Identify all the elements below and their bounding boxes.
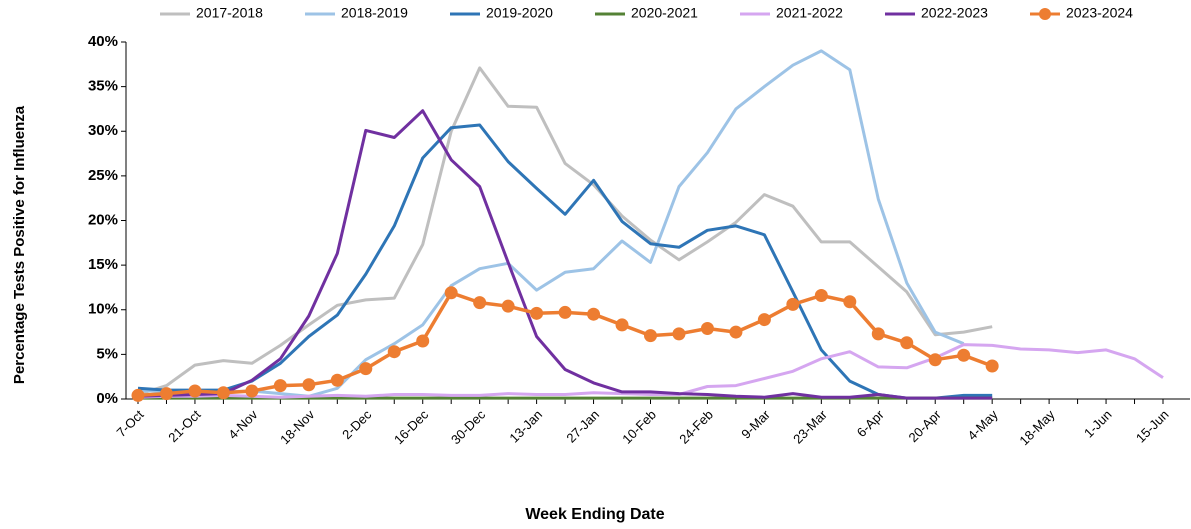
legend-label: 2018-2019 — [341, 5, 408, 21]
y-axis-title: Percentage Tests Positive for Influenza — [11, 105, 28, 384]
legend-marker — [1039, 8, 1051, 20]
series-marker — [814, 288, 828, 302]
legend-label: 2023-2024 — [1066, 5, 1133, 21]
series-marker — [587, 307, 601, 321]
x-tick-label: 23-Mar — [790, 406, 830, 446]
y-tick-label: 20% — [88, 211, 118, 228]
legend-label: 2017-2018 — [196, 5, 263, 21]
series-line — [137, 49, 965, 398]
y-tick-label: 0% — [96, 390, 118, 407]
series-marker — [786, 297, 800, 311]
x-tick-label: 4-Nov — [225, 407, 260, 442]
series-marker — [188, 384, 202, 398]
series-marker — [131, 388, 145, 402]
x-tick-label: 1-Jun — [1081, 407, 1115, 441]
y-tick-label: 30% — [88, 122, 118, 139]
x-tick-label: 9-Mar — [738, 406, 773, 441]
series-marker — [359, 362, 373, 376]
x-tick-label: 30-Dec — [448, 407, 489, 448]
x-tick-label: 15-Jun — [1133, 407, 1172, 446]
series-marker — [216, 386, 230, 400]
series-marker — [245, 384, 259, 398]
series-line — [137, 343, 1164, 399]
series-marker — [416, 334, 430, 348]
series-marker — [985, 359, 999, 373]
x-tick-label: 6-Apr — [854, 406, 888, 440]
series-marker — [387, 345, 401, 359]
series-marker — [159, 387, 173, 401]
y-tick-label: 15% — [88, 256, 118, 273]
x-tick-label: 27-Jan — [563, 407, 602, 446]
series-marker — [530, 306, 544, 320]
legend-label: 2019-2020 — [486, 5, 553, 21]
series-marker — [672, 327, 686, 341]
series-marker — [700, 321, 714, 335]
y-tick-label: 5% — [96, 345, 118, 362]
series-marker — [558, 305, 572, 319]
x-tick-label: 20-Apr — [906, 406, 945, 445]
series-marker — [273, 379, 287, 393]
series-marker — [757, 313, 771, 327]
series-marker — [302, 378, 316, 392]
legend-label: 2022-2023 — [921, 5, 988, 21]
series-marker — [871, 327, 885, 341]
x-axis-title: Week Ending Date — [525, 506, 664, 523]
series-marker — [444, 286, 458, 300]
series-line — [137, 66, 993, 396]
x-tick-label: 10-Feb — [619, 407, 659, 447]
series-marker — [900, 336, 914, 350]
series-marker — [729, 325, 743, 339]
series-marker — [330, 373, 344, 387]
legend-label: 2020-2021 — [631, 5, 698, 21]
series-marker — [501, 299, 515, 313]
y-tick-label: 10% — [88, 301, 118, 318]
x-tick-label: 4-May — [965, 407, 1001, 443]
series-marker — [473, 296, 487, 310]
x-tick-label: 24-Feb — [676, 407, 716, 447]
series-marker — [928, 353, 942, 367]
series-marker — [843, 295, 857, 309]
x-tick-label: 18-Nov — [277, 407, 318, 448]
series-marker — [644, 329, 657, 343]
x-tick-label: 18-May — [1016, 407, 1058, 449]
series-line — [137, 109, 993, 400]
x-tick-label: 21-Oct — [165, 407, 203, 445]
x-tick-label: 13-Jan — [506, 407, 545, 446]
x-tick-label: 16-Dec — [391, 407, 432, 448]
y-tick-label: 35% — [88, 78, 118, 95]
series-line — [137, 123, 993, 400]
y-tick-label: 40% — [88, 33, 118, 50]
series-marker — [615, 318, 629, 332]
series-marker — [957, 348, 971, 362]
x-tick-label: 7-Oct — [113, 407, 146, 440]
x-tick-label: 2-Dec — [339, 407, 374, 442]
y-tick-label: 25% — [88, 167, 118, 184]
legend-label: 2021-2022 — [776, 5, 843, 21]
